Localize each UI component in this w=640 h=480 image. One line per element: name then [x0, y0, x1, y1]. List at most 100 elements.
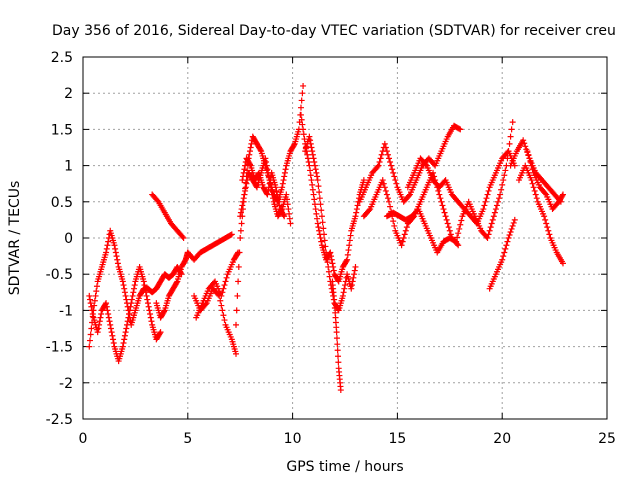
data-points	[86, 82, 566, 394]
data-point	[93, 283, 100, 290]
data-point	[501, 249, 508, 256]
x-tick-label: 0	[79, 431, 88, 447]
data-point	[499, 181, 506, 188]
data-point	[218, 292, 225, 299]
data-point	[126, 311, 133, 318]
data-point	[141, 282, 148, 289]
data-point	[453, 238, 460, 245]
data-point	[316, 227, 323, 234]
data-point	[281, 169, 288, 176]
data-point	[92, 292, 99, 299]
data-point	[306, 162, 313, 169]
data-point	[128, 296, 135, 303]
data-point	[445, 224, 452, 231]
data-point	[387, 203, 394, 210]
data-point	[353, 206, 360, 213]
data-point	[386, 198, 393, 205]
data-point	[274, 191, 281, 198]
data-point	[511, 216, 518, 223]
data-point	[541, 213, 548, 220]
data-point	[328, 253, 335, 260]
data-point	[480, 206, 487, 213]
data-point	[147, 311, 154, 318]
data-point	[284, 196, 291, 203]
data-point	[486, 227, 493, 234]
data-point	[530, 184, 537, 191]
data-point	[86, 296, 93, 303]
data-point	[240, 169, 247, 176]
data-point	[383, 191, 390, 198]
data-point	[104, 307, 111, 314]
data-point	[286, 215, 293, 222]
data-point	[485, 231, 492, 238]
data-point	[485, 187, 492, 194]
data-point	[307, 172, 314, 179]
data-point	[381, 184, 388, 191]
data-point	[299, 121, 306, 128]
data-point	[220, 312, 227, 319]
data-point	[375, 162, 382, 169]
data-point	[335, 359, 342, 366]
data-point	[324, 259, 331, 266]
axis-ticks: 0 5 10 15 20 25 -2.5 -2 -1.5 -1 -0.5 0 0.5 1 1.5 2 2.5	[46, 50, 616, 447]
data-point	[498, 186, 505, 193]
data-point	[246, 161, 253, 168]
data-point	[316, 189, 323, 196]
data-point	[335, 306, 342, 313]
data-point	[264, 191, 271, 198]
data-point	[88, 325, 95, 332]
data-point	[309, 151, 316, 158]
data-point	[89, 307, 96, 314]
data-point	[86, 337, 93, 344]
data-point	[130, 289, 137, 296]
data-point	[97, 314, 104, 321]
data-point	[217, 297, 224, 304]
data-point	[312, 206, 319, 213]
data-point	[521, 140, 528, 147]
data-point	[502, 245, 509, 252]
data-point	[490, 213, 497, 220]
data-point	[265, 184, 272, 191]
data-point	[346, 242, 353, 249]
data-point	[441, 209, 448, 216]
data-point	[524, 148, 531, 155]
data-point	[257, 146, 264, 153]
data-point	[510, 219, 517, 226]
data-point	[218, 302, 225, 309]
data-point	[266, 180, 273, 187]
data-point	[495, 198, 502, 205]
data-point	[379, 177, 386, 184]
data-point	[321, 231, 328, 238]
data-point	[310, 155, 317, 162]
data-point	[280, 212, 287, 219]
data-point	[507, 133, 514, 140]
data-point	[304, 151, 311, 158]
data-point	[380, 180, 387, 187]
data-point	[443, 216, 450, 223]
y-tick-label: 1	[64, 159, 73, 175]
data-point	[240, 195, 247, 202]
data-point	[349, 278, 356, 285]
data-point	[120, 339, 127, 346]
data-point	[106, 318, 113, 325]
data-point	[121, 285, 128, 292]
data-point	[499, 256, 506, 263]
data-point	[103, 249, 110, 256]
data-point	[222, 278, 229, 285]
data-point	[311, 162, 318, 169]
data-point	[337, 387, 344, 394]
data-point	[314, 177, 321, 184]
data-point	[272, 184, 279, 191]
data-point	[286, 210, 293, 217]
data-point	[307, 140, 314, 147]
data-point	[290, 142, 297, 149]
data-point	[311, 158, 318, 165]
data-point	[545, 227, 552, 234]
y-axis-label: SDTVAR / TECUs	[7, 181, 23, 296]
data-point	[422, 161, 429, 168]
data-point	[121, 336, 128, 343]
data-point	[238, 206, 245, 213]
data-point	[284, 201, 291, 208]
data-point	[248, 140, 255, 147]
data-point	[323, 254, 330, 261]
